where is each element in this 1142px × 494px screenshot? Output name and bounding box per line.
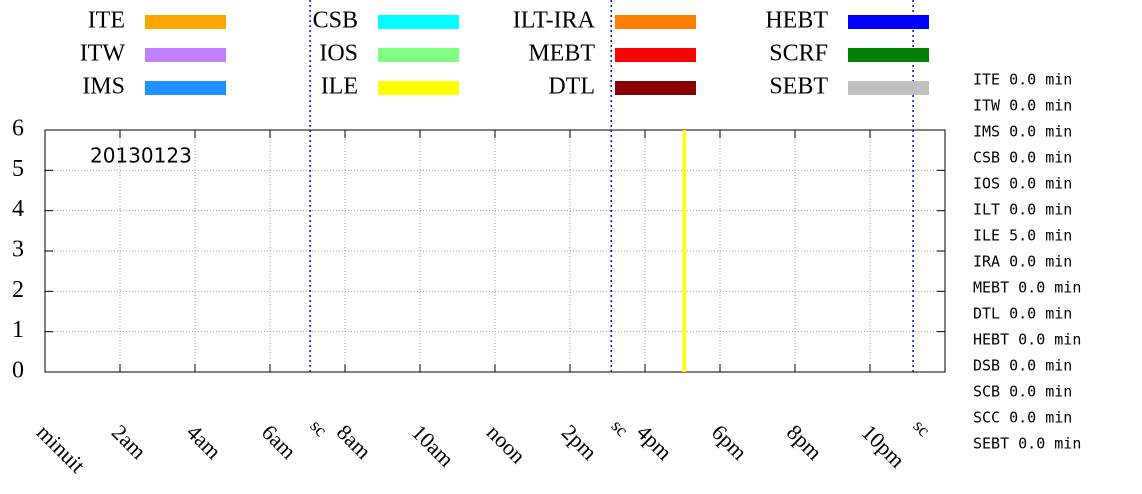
x-tick-label: 10am (407, 419, 459, 471)
legend-label: CSB (313, 8, 358, 34)
plot-frame (44, 129, 946, 373)
legend-swatch (848, 15, 929, 29)
y-tick-label: 4 (12, 196, 24, 222)
legend-swatch (378, 15, 459, 29)
summary-line: IOS 0.0 min (973, 175, 1072, 193)
summary-line: CSB 0.0 min (973, 149, 1072, 167)
summary-line: HEBT 0.0 min (973, 331, 1081, 349)
legend-label: ITE (88, 8, 125, 34)
summary-line: SCB 0.0 min (973, 383, 1072, 401)
legend-swatch (848, 81, 929, 95)
legend-swatch (378, 81, 459, 95)
annotation: 20130123 (90, 144, 192, 168)
legend-swatch (145, 15, 226, 29)
legend-label: ILE (321, 74, 358, 100)
legend-label: SEBT (769, 74, 828, 100)
legend-swatch (615, 48, 696, 62)
summary-line: DTL 0.0 min (973, 305, 1072, 323)
x-tick-label: 4pm (632, 419, 677, 464)
shift-marker-label: sc (909, 416, 934, 441)
summary-line: IRA 0.0 min (973, 253, 1072, 271)
legend-label: ITW (80, 41, 126, 67)
x-tick-label: 4am (182, 419, 226, 463)
summary-line: IMS 0.0 min (973, 123, 1072, 141)
shift-marker-label: sc (306, 416, 331, 441)
y-tick-label: 0 (12, 358, 24, 384)
y-tick-label: 1 (12, 317, 24, 343)
x-tick-label: 6am (257, 419, 301, 463)
y-tick-label: 2 (12, 277, 24, 303)
legend-label: IMS (82, 74, 125, 100)
summary-line: DSB 0.0 min (973, 357, 1072, 375)
x-tick-label: noon (482, 419, 531, 468)
summary-line: ITE 0.0 min (973, 71, 1072, 89)
x-tick-label: 8pm (782, 419, 827, 464)
summary-line: SCC 0.0 min (973, 409, 1072, 427)
summary-line: ILE 5.0 min (973, 227, 1072, 245)
legend-swatch (848, 48, 929, 62)
legend-label: DTL (548, 74, 595, 100)
x-tick-label: 8am (332, 419, 376, 463)
legend-label: SCRF (769, 41, 828, 67)
legend-swatch (615, 81, 696, 95)
x-tick-label: 10pm (857, 419, 910, 472)
legend-swatch (615, 15, 696, 29)
x-tick-label: 2am (107, 419, 151, 463)
legend-label: MEBT (528, 41, 595, 67)
legend-swatch (378, 48, 459, 62)
legend-label: ILT-IRA (513, 8, 596, 34)
x-tick-label: 2pm (557, 419, 602, 464)
x-tick-label: 6pm (707, 419, 752, 464)
legend-swatch (145, 48, 226, 62)
x-tick-label: minuit (32, 419, 90, 477)
shift-marker-label: sc (608, 416, 633, 441)
summary-line: ILT 0.0 min (973, 201, 1072, 219)
summary-line: SEBT 0.0 min (973, 435, 1081, 453)
summary-line: ITW 0.0 min (973, 97, 1072, 115)
legend-label: IOS (319, 41, 358, 67)
y-tick-label: 5 (12, 156, 24, 182)
legend-label: HEBT (765, 8, 828, 34)
y-tick-label: 3 (12, 237, 24, 263)
y-tick-label: 6 (12, 116, 24, 142)
summary-line: MEBT 0.0 min (973, 279, 1081, 297)
legend-swatch (145, 81, 226, 95)
